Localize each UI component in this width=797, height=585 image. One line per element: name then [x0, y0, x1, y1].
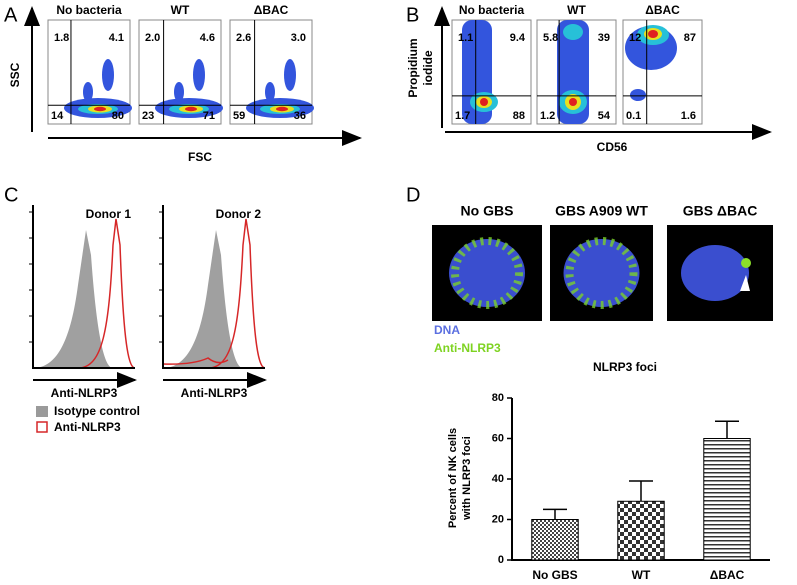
image-title: No GBS — [461, 203, 514, 219]
panel-letter: C — [4, 184, 18, 206]
axis-label: FSC — [188, 150, 212, 164]
plot-title: Donor 1 — [86, 207, 132, 221]
quadrant-value: 3.0 — [291, 32, 306, 44]
density — [563, 239, 640, 307]
quadrant-value: 88 — [513, 110, 525, 122]
axis-label: Anti-NLRP3 — [181, 386, 248, 400]
error-bar — [543, 508, 567, 520]
axis-label: iodide — [421, 50, 435, 86]
quadrant-value: 2.0 — [145, 32, 160, 44]
bar — [617, 500, 665, 561]
density — [630, 89, 646, 101]
legend-swatch — [36, 421, 48, 433]
error-bar — [715, 420, 739, 439]
plot-title: No bacteria — [459, 3, 525, 17]
arrowhead — [740, 275, 750, 291]
y-tick-label: 20 — [492, 513, 504, 525]
density — [185, 106, 197, 112]
x-tick-label: WT — [632, 568, 651, 582]
density — [276, 106, 288, 112]
x-tick-label: ΔBAC — [710, 568, 745, 582]
plot-title: WT — [171, 3, 190, 17]
quadrant-value: 14 — [51, 110, 64, 122]
density — [449, 239, 525, 307]
y-tick-label: 0 — [498, 554, 504, 566]
quadrant-value: 80 — [112, 110, 124, 122]
quadrant-value: 39 — [598, 32, 610, 44]
legend-swatch — [36, 406, 48, 417]
foci — [451, 237, 523, 309]
density — [83, 82, 93, 102]
quadrant-value: 12 — [629, 32, 641, 44]
density — [193, 59, 205, 91]
histogram-isotype — [33, 230, 113, 368]
histogram-isotype — [163, 230, 243, 368]
y-tick-label: 60 — [492, 432, 504, 444]
axis-label: SSC — [8, 62, 22, 87]
panel-letter: D — [406, 184, 420, 206]
axis — [162, 205, 265, 369]
stain-label: Anti-NLRP3 — [434, 341, 501, 355]
stain-label: DNA — [434, 323, 460, 337]
legend-label: Anti-NLRP3 — [54, 420, 121, 434]
quadrant-value: 1.1 — [458, 32, 473, 44]
quadrant-value: 9.4 — [510, 32, 526, 44]
axis-label: with NLRP3 foci — [461, 436, 473, 521]
image-title: GBS ΔBAC — [683, 203, 758, 219]
foci — [565, 237, 638, 309]
quadrant-value: 1.2 — [540, 110, 555, 122]
legend-label: Isotype control — [54, 404, 140, 418]
quadrant-value: 23 — [142, 110, 154, 122]
axis — [32, 205, 135, 369]
panel-letter: A — [4, 4, 18, 26]
chart-title: NLRP3 foci — [593, 360, 657, 374]
density — [94, 106, 106, 112]
quadrant-value: 59 — [233, 110, 245, 122]
quadrant-value: 4.1 — [109, 32, 124, 44]
bar — [703, 438, 751, 561]
quadrant-value: 0.1 — [626, 110, 641, 122]
density — [563, 24, 583, 40]
plot-title: ΔBAC — [254, 3, 289, 17]
axis-label: Anti-NLRP3 — [51, 386, 118, 400]
density — [265, 82, 275, 102]
quadrant-value: 1.7 — [455, 110, 470, 122]
y-tick-label: 40 — [492, 473, 504, 485]
density — [174, 82, 184, 102]
quadrant-value: 36 — [294, 110, 306, 122]
quadrant-value: 54 — [598, 110, 611, 122]
plot-title: No bacteria — [56, 3, 122, 17]
image-title: GBS A909 WT — [555, 203, 648, 219]
bar — [531, 519, 579, 561]
density — [681, 245, 749, 301]
plot-title: ΔBAC — [645, 3, 680, 17]
y-tick-label: 80 — [492, 392, 504, 404]
quadrant-value: 1.8 — [54, 32, 69, 44]
foci — [741, 258, 751, 268]
axis-label: Propidium — [406, 38, 420, 97]
quadrant-value: 87 — [684, 32, 696, 44]
quadrant-value: 71 — [203, 110, 215, 122]
density — [284, 59, 296, 91]
histogram-nlrp3 — [77, 218, 136, 369]
quadrant-value: 4.6 — [200, 32, 215, 44]
quadrant-value: 5.8 — [543, 32, 558, 44]
quadrant-value: 2.6 — [236, 32, 251, 44]
quadrant-value: 1.6 — [681, 110, 696, 122]
axis-label: Percent of NK cells — [447, 428, 459, 528]
error-bar — [629, 480, 653, 502]
histogram-nlrp3 — [162, 218, 266, 369]
plot-title: WT — [567, 3, 586, 17]
panel-letter: B — [406, 4, 419, 26]
density — [480, 98, 488, 106]
plot-title: Donor 2 — [216, 207, 262, 221]
density — [569, 98, 577, 106]
axis-label: CD56 — [597, 140, 628, 154]
x-tick-label: No GBS — [532, 568, 577, 582]
density — [648, 30, 658, 38]
density — [102, 59, 114, 91]
